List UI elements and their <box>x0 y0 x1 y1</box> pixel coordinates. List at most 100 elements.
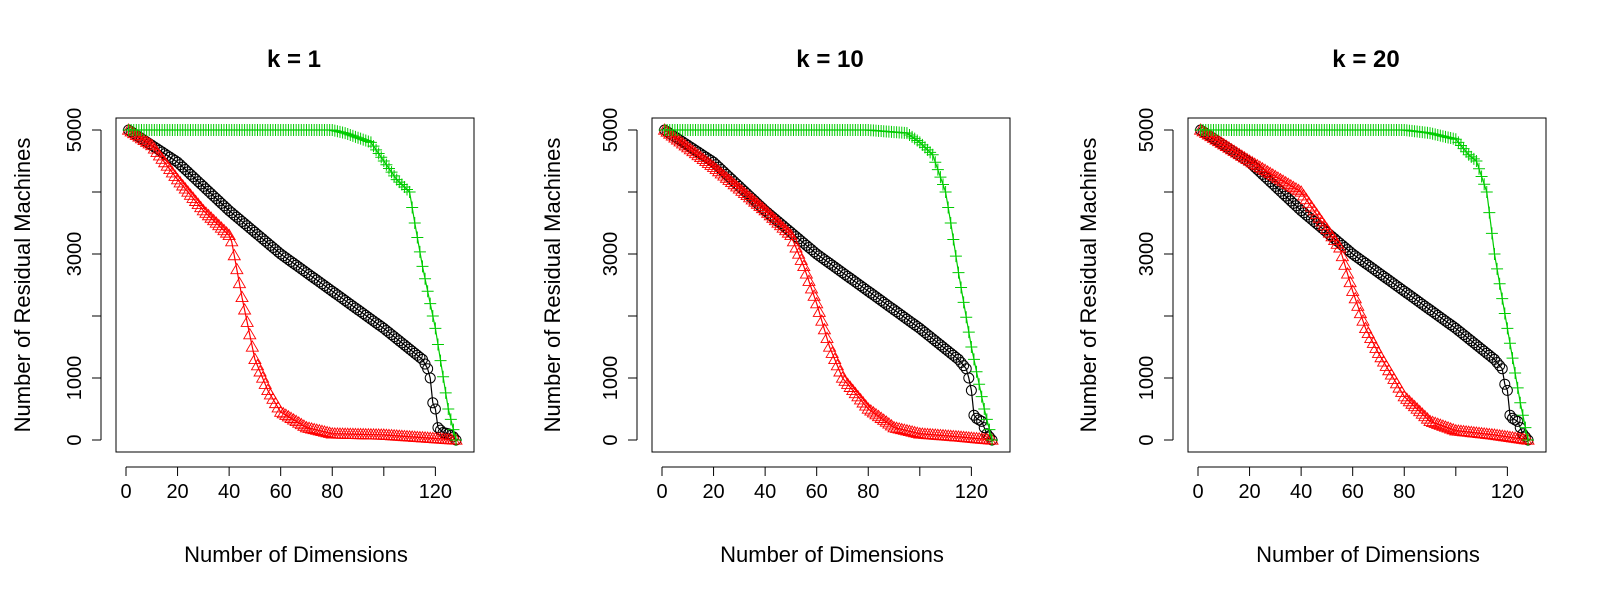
data-point <box>1501 322 1514 335</box>
data-point <box>879 415 894 427</box>
data-point <box>1216 137 1231 150</box>
data-point <box>181 185 195 197</box>
data-point <box>139 135 154 147</box>
data-point <box>748 195 762 207</box>
data-point <box>291 416 306 428</box>
data-point <box>848 386 863 399</box>
data-point <box>722 173 736 185</box>
data-point <box>1206 131 1221 143</box>
data-point <box>706 160 721 172</box>
data-point <box>1397 389 1412 402</box>
data-point <box>1345 284 1360 296</box>
data-point <box>393 176 406 189</box>
data-point <box>1424 127 1437 140</box>
data-point <box>921 143 934 156</box>
data-point <box>960 311 973 324</box>
data-point <box>719 171 734 183</box>
data-point <box>967 353 980 366</box>
chart-title: k = 20 <box>1332 46 1399 73</box>
y-tick-label: 0 <box>64 434 86 445</box>
data-point <box>175 178 190 191</box>
chart-panel: k = 20 Number of Dimensions Number of Re… <box>1076 46 1547 567</box>
data-point <box>352 131 365 144</box>
data-point <box>766 211 780 223</box>
data-point <box>431 338 444 351</box>
y-tick-label: 3000 <box>64 232 86 277</box>
data-point <box>693 150 708 163</box>
data-point <box>1475 170 1488 183</box>
data-point <box>970 365 983 378</box>
data-point <box>427 397 439 409</box>
data-point <box>240 315 254 327</box>
data-point <box>447 423 460 436</box>
data-point <box>354 132 367 145</box>
data-point <box>1519 421 1532 434</box>
data-point <box>668 130 682 143</box>
data-point <box>1271 171 1285 183</box>
data-point <box>869 407 883 420</box>
data-point <box>339 127 352 140</box>
data-point <box>408 217 421 229</box>
y-axis-label: Number of Residual Machines <box>1076 138 1101 433</box>
data-point <box>1454 139 1467 152</box>
data-point <box>421 285 434 298</box>
data-point <box>224 234 239 247</box>
data-point <box>357 133 370 146</box>
data-point <box>952 266 965 279</box>
data-point <box>1335 249 1350 262</box>
data-point <box>704 158 718 170</box>
data-point <box>742 190 757 203</box>
data-point <box>799 266 814 279</box>
data-point <box>1516 409 1529 422</box>
data-point <box>768 213 783 226</box>
data-point <box>776 221 790 233</box>
data-point <box>1470 155 1483 167</box>
data-point <box>965 341 978 353</box>
data-point <box>1353 306 1368 319</box>
data-point <box>1449 133 1462 146</box>
data-point <box>284 411 298 423</box>
series-markers-plus <box>658 124 998 446</box>
data-point <box>973 414 985 426</box>
series-markers-triangle <box>657 123 999 445</box>
data-point <box>944 217 957 229</box>
data-point <box>434 354 447 367</box>
data-point <box>1485 227 1498 240</box>
data-point <box>874 411 888 423</box>
data-point <box>1483 206 1496 219</box>
data-point <box>773 218 788 231</box>
data-point <box>1488 248 1501 260</box>
data-point <box>1247 157 1262 169</box>
data-point <box>942 201 955 214</box>
data-point <box>165 165 180 178</box>
data-point <box>336 126 349 139</box>
series-line-plus <box>664 129 993 441</box>
data-point <box>1245 155 1259 168</box>
data-point <box>680 140 695 153</box>
data-point <box>965 384 977 396</box>
chart-panel: k = 10 Number of Dimensions Number of Re… <box>540 46 1011 567</box>
x-tick-label: 60 <box>1342 481 1364 503</box>
data-point <box>1405 397 1419 409</box>
data-point <box>675 136 690 149</box>
data-point <box>186 191 200 203</box>
data-point <box>807 289 821 301</box>
data-point <box>1442 131 1455 144</box>
data-point <box>1491 262 1504 275</box>
plot-frame <box>1187 117 1547 453</box>
y-tick-label: 0 <box>600 434 622 445</box>
data-point <box>442 403 455 415</box>
data-point <box>1255 161 1270 174</box>
data-point <box>957 296 970 309</box>
x-tick-label: 40 <box>754 481 776 503</box>
data-point <box>1291 183 1306 196</box>
data-point <box>937 178 950 191</box>
data-point <box>758 203 772 216</box>
data-point <box>1250 158 1265 171</box>
data-point <box>763 208 778 221</box>
data-point <box>973 378 986 391</box>
x-tick-label: 60 <box>270 481 292 503</box>
data-point <box>286 412 301 425</box>
data-point <box>714 166 729 179</box>
data-point <box>152 148 167 161</box>
